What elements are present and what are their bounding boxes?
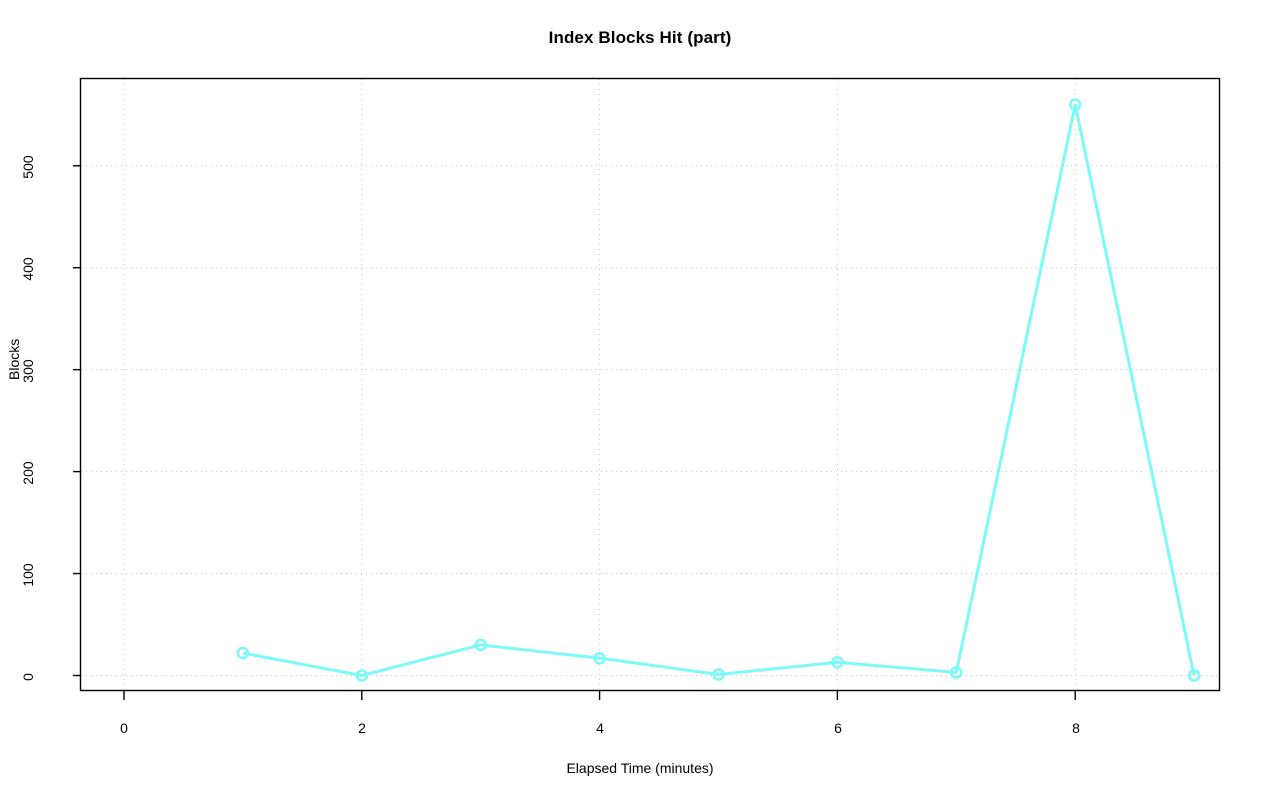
data-point-marker [1068,98,1082,111]
data-point-marker [712,668,725,681]
data-point-marker [831,655,844,669]
data-point-marker [236,646,250,660]
x-axis-label: Elapsed Time (minutes) [566,760,714,776]
x-tick-label: 4 [596,720,604,736]
chart-title: Index Blocks Hit (part) [548,28,732,47]
x-tick-label: 2 [358,720,366,736]
plot-frame [79,77,1221,692]
data-point-marker [949,666,963,679]
data-series-blocks [236,98,1201,682]
grid-lines [81,79,1219,690]
x-tick-label: 6 [834,720,842,736]
x-tick-label: 0 [120,720,128,736]
data-point-marker [355,669,369,682]
series-line [242,104,1196,678]
data-point-marker [474,638,488,652]
x-tick-label: 8 [1072,720,1080,736]
data-point-marker [1187,669,1201,682]
data-point-marker [593,651,606,665]
axis-ticks [73,165,1076,700]
